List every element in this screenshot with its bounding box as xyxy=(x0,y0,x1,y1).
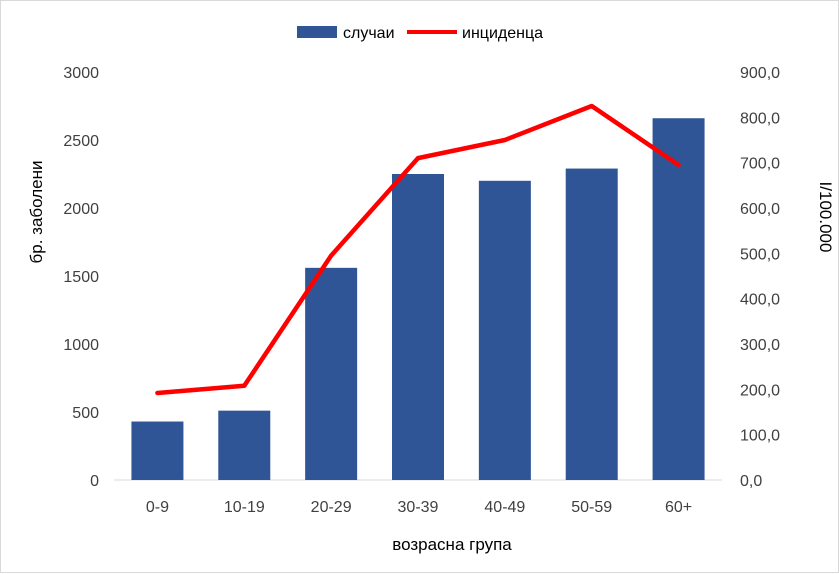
bar-50-59 xyxy=(565,168,618,480)
x-tick-label: 40-49 xyxy=(484,499,525,516)
x-tick-label: 50-59 xyxy=(571,499,612,516)
x-axis-title: возрасна група xyxy=(392,535,512,554)
y2-axis-ticks: 0,0 100,0 200,0 300,0 400,0 500,0 600,0 700,0 80… xyxy=(740,65,780,490)
y-axis-ticks: 0 500 1000 1500 2000 2500 3000 xyxy=(63,65,99,490)
y-tick-label: 3000 xyxy=(63,65,99,82)
y2-tick-label: 500,0 xyxy=(740,246,780,263)
y2-tick-label: 300,0 xyxy=(740,337,780,354)
y2-tick-label: 900,0 xyxy=(740,65,780,82)
y2-tick-label: 600,0 xyxy=(740,201,780,218)
y-tick-label: 2500 xyxy=(63,133,99,150)
x-tick-label: 10-19 xyxy=(224,499,265,516)
incidence-line xyxy=(155,103,681,396)
legend-label-cases: случаи xyxy=(343,25,395,42)
y-tick-label: 0 xyxy=(90,473,99,490)
bar-series xyxy=(131,118,705,481)
x-tick-label: 0-9 xyxy=(146,499,169,516)
x-tick-label: 30-39 xyxy=(398,499,439,516)
bar-40-49 xyxy=(478,180,531,481)
y2-tick-label: 0,0 xyxy=(740,473,762,490)
incidence-series xyxy=(155,103,681,396)
y2-tick-label: 400,0 xyxy=(740,292,780,309)
y-tick-label: 1500 xyxy=(63,269,99,286)
bar-10-19 xyxy=(218,410,271,480)
x-tick-label: 20-29 xyxy=(311,499,352,516)
y2-tick-label: 200,0 xyxy=(740,382,780,399)
y2-tick-label: 100,0 xyxy=(740,428,780,445)
x-axis-ticks: 0-9 10-19 20-29 30-39 40-49 50-59 60+ xyxy=(146,499,692,516)
y-axis-title: бр. заболени xyxy=(27,161,46,264)
bar-60+ xyxy=(652,118,705,481)
y2-axis-title: I/100.000 xyxy=(816,182,835,253)
y2-tick-label: 800,0 xyxy=(740,110,780,127)
bar-0-9 xyxy=(131,421,184,480)
bar-30-39 xyxy=(392,174,444,480)
y-tick-label: 1000 xyxy=(63,337,99,354)
legend-label-incidence: инциденца xyxy=(462,25,543,42)
legend: случаи инциденца xyxy=(297,25,543,42)
y-tick-label: 2000 xyxy=(63,201,99,218)
legend-swatch-cases xyxy=(297,26,337,38)
y-tick-label: 500 xyxy=(72,405,99,422)
bar-20-29 xyxy=(305,267,358,480)
x-tick-label: 60+ xyxy=(665,499,692,516)
y2-tick-label: 700,0 xyxy=(740,156,780,173)
